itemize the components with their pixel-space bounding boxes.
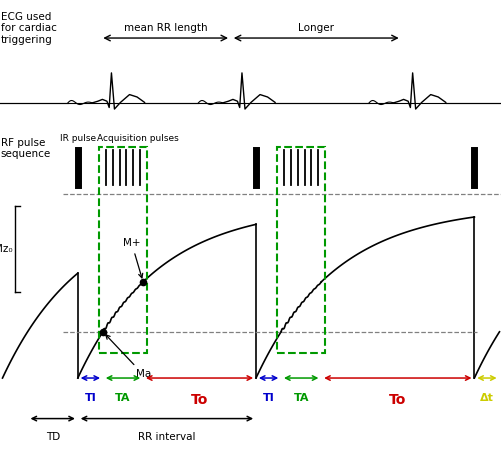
Text: Δt: Δt xyxy=(479,393,493,403)
Text: Ma: Ma xyxy=(106,335,150,379)
Text: Longer: Longer xyxy=(298,23,334,33)
Text: TA: TA xyxy=(115,393,130,403)
Text: Acquisition pulses: Acquisition pulses xyxy=(97,134,178,143)
Text: RF pulse
sequence: RF pulse sequence xyxy=(1,138,51,159)
Text: TI: TI xyxy=(84,393,96,403)
Text: To: To xyxy=(388,393,406,407)
Text: mean RR length: mean RR length xyxy=(124,23,207,33)
Text: IR pulse: IR pulse xyxy=(60,134,96,143)
Bar xyxy=(277,147,325,352)
Text: M+: M+ xyxy=(123,238,142,278)
Text: ECG used
for cardiac
triggering: ECG used for cardiac triggering xyxy=(1,12,56,45)
Text: To: To xyxy=(190,393,208,407)
Bar xyxy=(99,147,147,352)
Text: RR interval: RR interval xyxy=(138,432,195,442)
Text: Mz₀: Mz₀ xyxy=(0,244,13,254)
Text: TD: TD xyxy=(46,432,60,442)
Text: TA: TA xyxy=(293,393,308,403)
Text: TI: TI xyxy=(262,393,274,403)
